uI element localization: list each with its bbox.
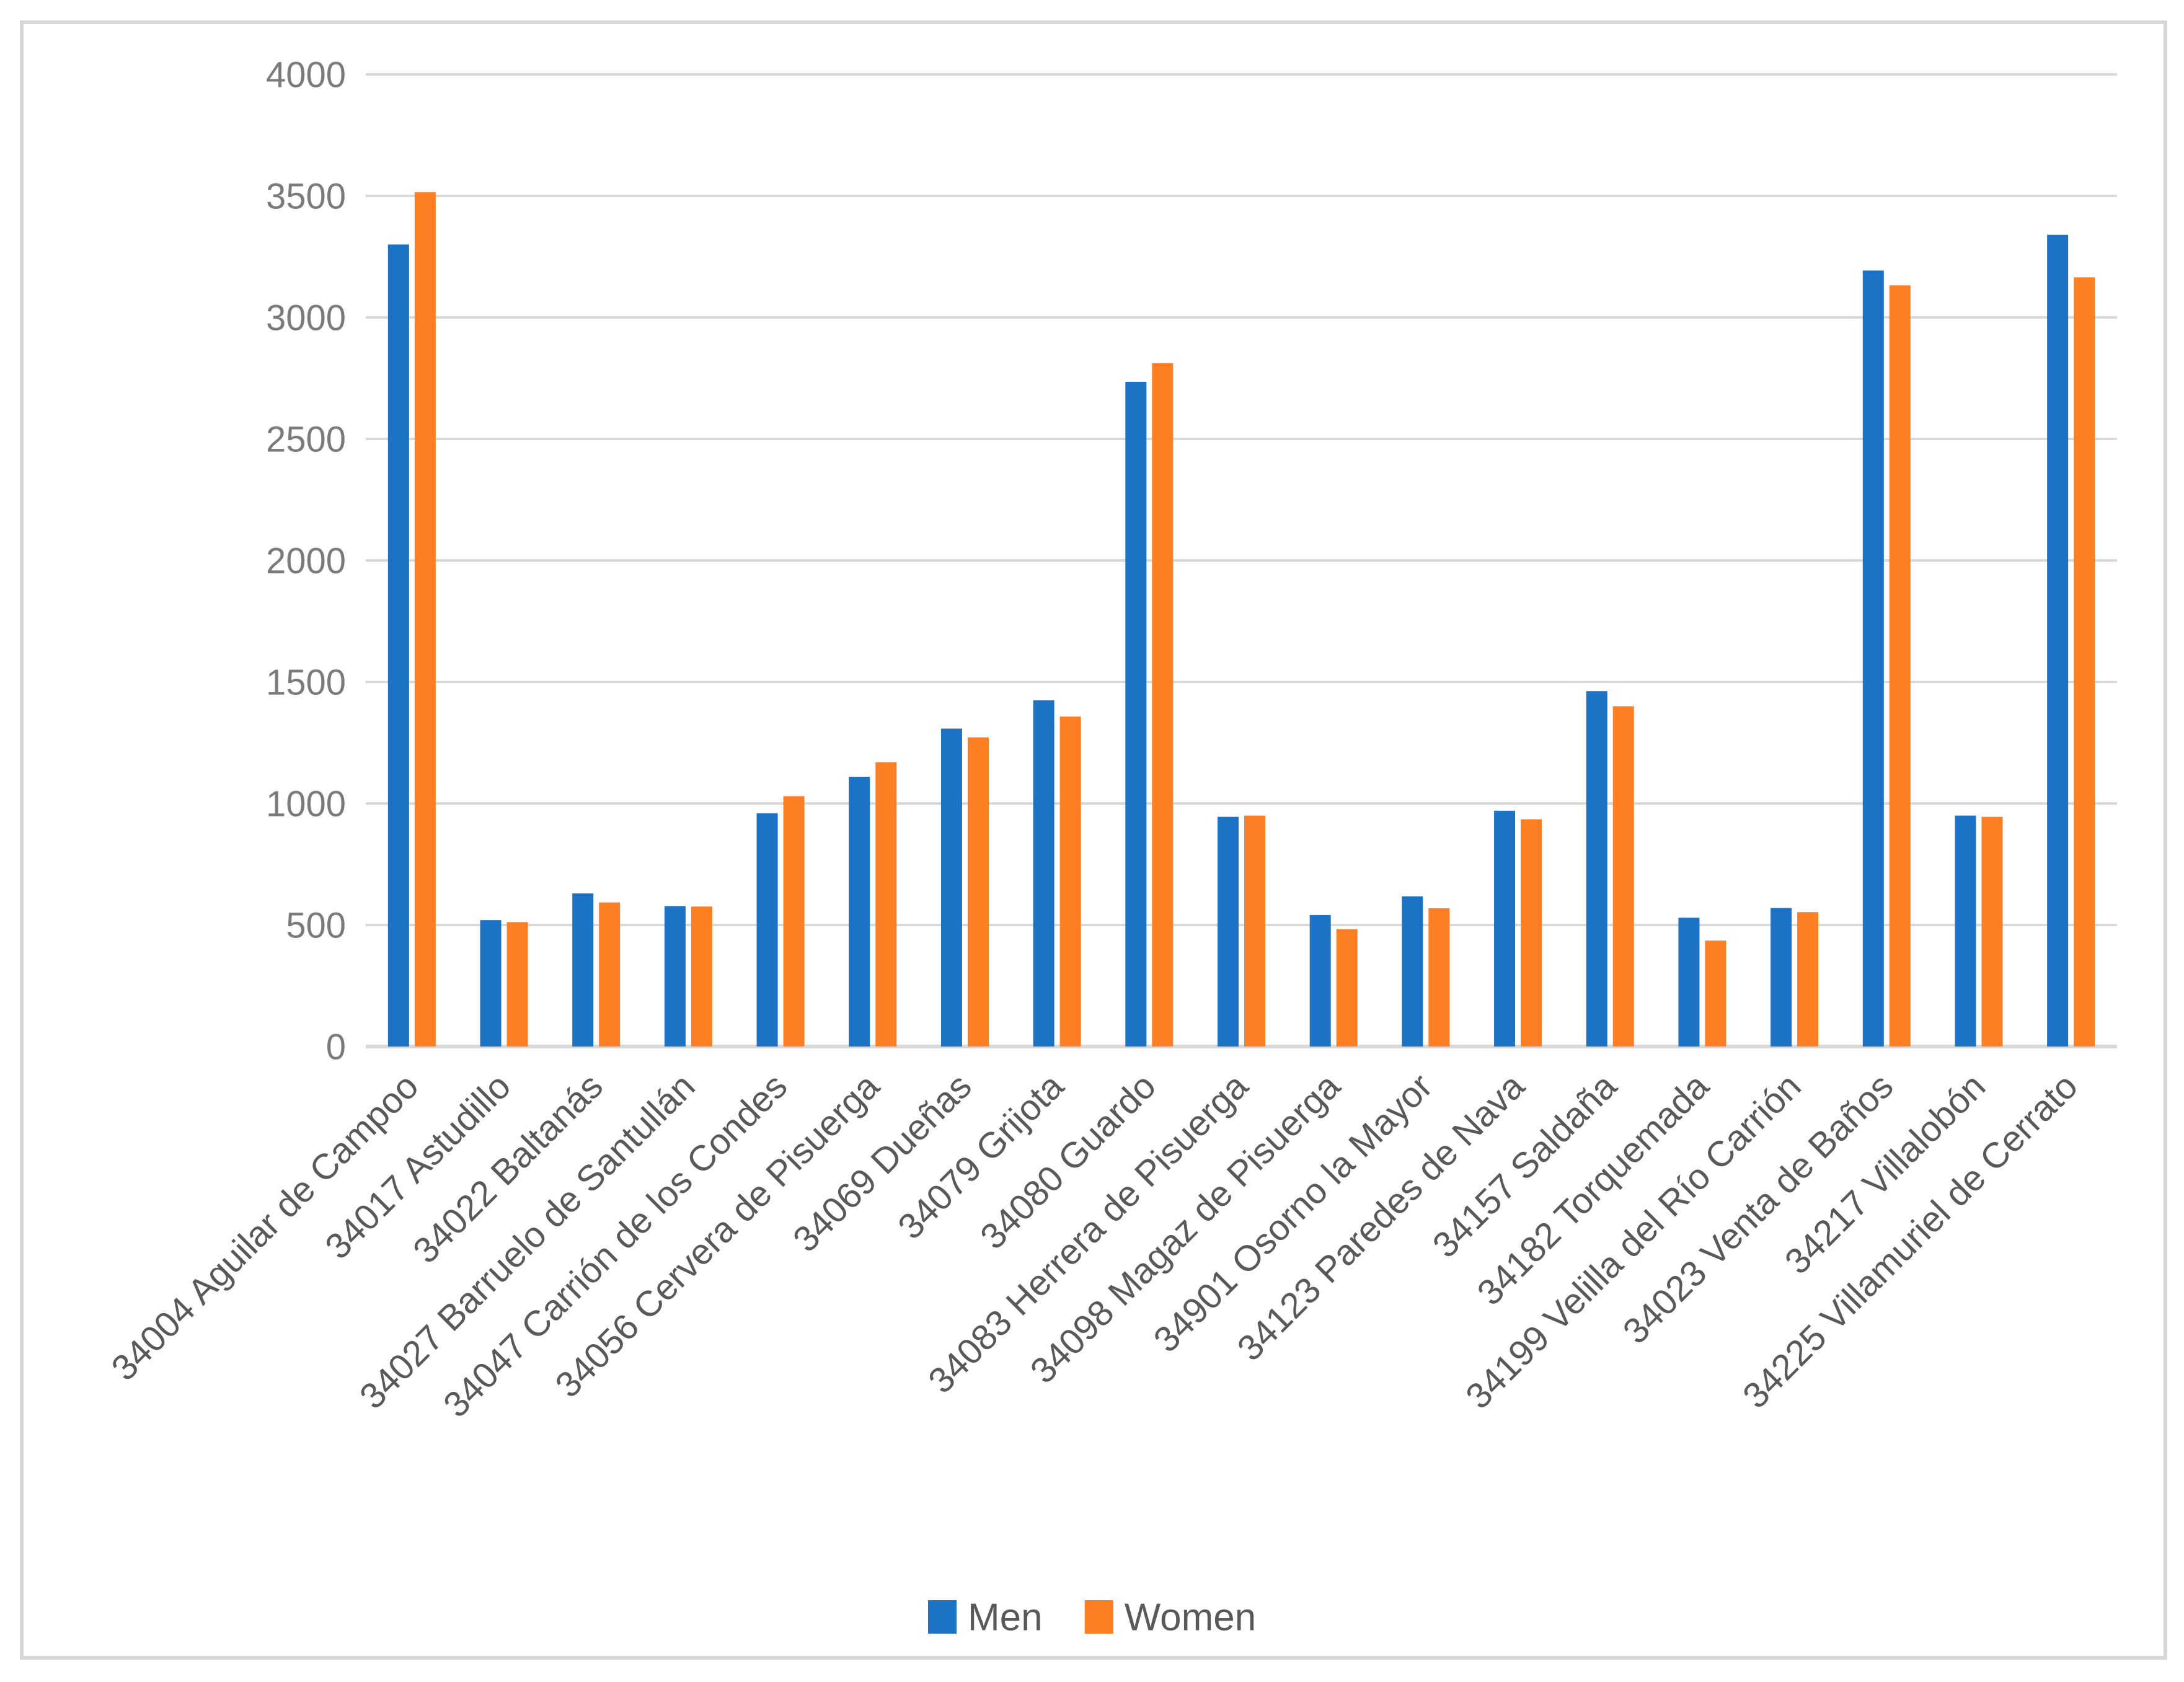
- bar-men-16[interactable]: [1771, 908, 1792, 1047]
- bar-men-15[interactable]: [1678, 918, 1700, 1047]
- y-tick-label: 3500: [266, 176, 346, 216]
- bar-women-19[interactable]: [2074, 277, 2095, 1047]
- bar-women-5[interactable]: [783, 796, 805, 1047]
- legend-label-women[interactable]: Women: [1125, 1596, 1257, 1639]
- bar-men-9[interactable]: [1125, 381, 1147, 1047]
- chart-frame-border: [20, 20, 2167, 1660]
- bar-women-11[interactable]: [1336, 929, 1358, 1047]
- y-tick-label: 1500: [266, 662, 346, 702]
- bar-women-16[interactable]: [1797, 912, 1819, 1047]
- legend-label-men[interactable]: Men: [968, 1596, 1043, 1639]
- y-tick-label: 4000: [266, 55, 346, 95]
- bar-women-12[interactable]: [1428, 908, 1450, 1047]
- bar-women-7[interactable]: [967, 737, 989, 1047]
- bar-women-2[interactable]: [506, 922, 528, 1047]
- bar-women-8[interactable]: [1059, 716, 1081, 1047]
- bar-men-19[interactable]: [2047, 234, 2069, 1047]
- legend-swatch-women[interactable]: [1084, 1600, 1113, 1634]
- bar-women-15[interactable]: [1705, 941, 1726, 1047]
- bar-women-1[interactable]: [414, 192, 436, 1047]
- bar-women-18[interactable]: [1981, 817, 2003, 1047]
- bar-women-6[interactable]: [875, 762, 897, 1047]
- bar-men-1[interactable]: [387, 244, 409, 1047]
- bar-women-9[interactable]: [1152, 363, 1174, 1047]
- bar-men-7[interactable]: [940, 728, 962, 1047]
- y-tick-label: 0: [326, 1027, 346, 1067]
- bar-men-8[interactable]: [1033, 700, 1054, 1047]
- bar-women-4[interactable]: [691, 906, 712, 1047]
- bar-men-2[interactable]: [480, 920, 502, 1047]
- bar-men-6[interactable]: [849, 776, 870, 1047]
- bar-men-3[interactable]: [572, 893, 594, 1047]
- bar-women-17[interactable]: [1889, 285, 1911, 1047]
- y-tick-label: 3000: [266, 298, 346, 338]
- bar-men-5[interactable]: [756, 813, 778, 1047]
- bar-men-18[interactable]: [1955, 815, 1976, 1047]
- bar-women-13[interactable]: [1521, 819, 1542, 1047]
- y-tick-label: 2500: [266, 419, 346, 459]
- bar-women-3[interactable]: [599, 902, 621, 1047]
- bar-men-17[interactable]: [1862, 270, 1884, 1047]
- bar-men-13[interactable]: [1494, 810, 1516, 1047]
- y-tick-label: 1000: [266, 784, 346, 824]
- y-tick-label: 500: [286, 905, 346, 945]
- bar-men-10[interactable]: [1218, 817, 1239, 1047]
- bar-men-14[interactable]: [1586, 691, 1607, 1047]
- bar-women-14[interactable]: [1612, 706, 1634, 1047]
- legend-swatch-men[interactable]: [928, 1600, 957, 1634]
- bar-men-11[interactable]: [1309, 914, 1331, 1047]
- y-tick-label: 2000: [266, 541, 346, 581]
- bar-men-4[interactable]: [664, 906, 686, 1047]
- bar-women-10[interactable]: [1244, 815, 1265, 1047]
- bar-men-12[interactable]: [1402, 896, 1423, 1047]
